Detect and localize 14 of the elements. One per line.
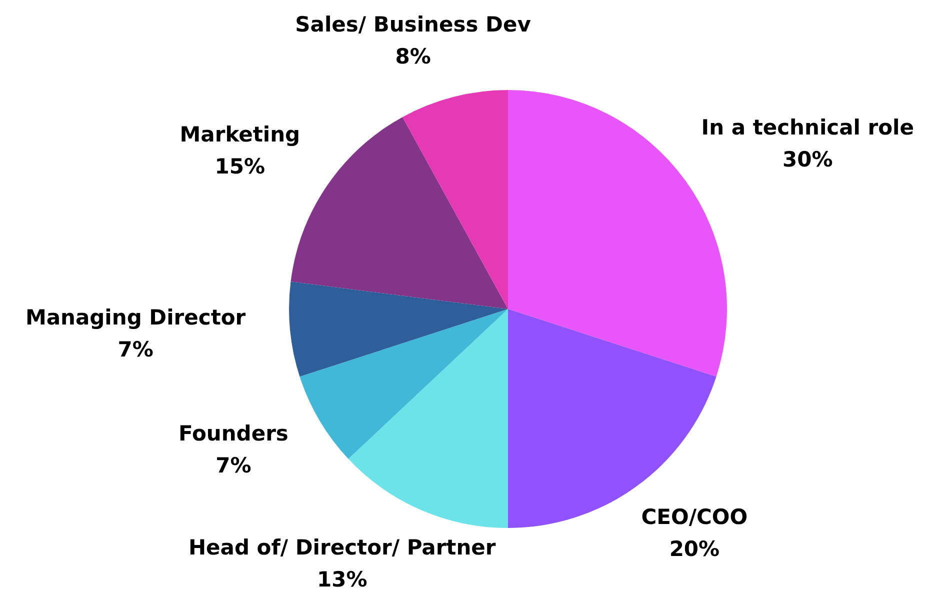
slice-label: Managing Director (25, 306, 246, 330)
slice-label: Marketing (180, 122, 300, 147)
slice-label: Head of/ Director/ Partner (188, 536, 496, 560)
data-label: 20% (669, 537, 720, 562)
data-label: 7% (216, 453, 252, 478)
data-label: 7% (118, 338, 154, 362)
slice-label: CEO/COO (641, 505, 748, 530)
data-label: 30% (782, 147, 833, 172)
slice-label: Founders (178, 421, 288, 446)
slice-label: In a technical role (701, 115, 914, 140)
data-label: 8% (395, 44, 431, 68)
data-label: 13% (317, 568, 368, 592)
slice-label: Sales/ Business Dev (295, 12, 532, 36)
data-label: 15% (214, 154, 266, 179)
